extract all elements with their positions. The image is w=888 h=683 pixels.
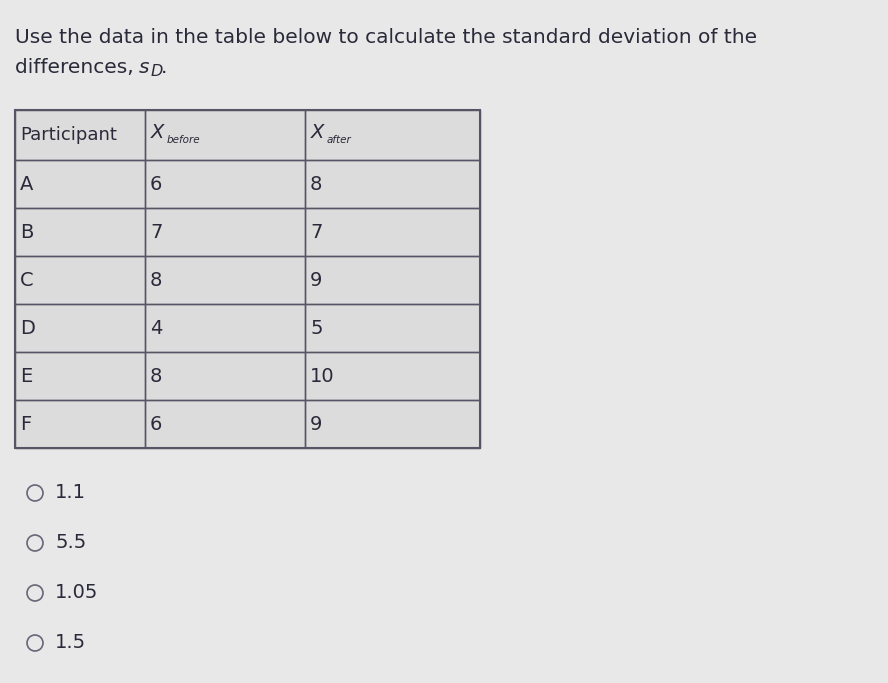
Text: 5: 5	[310, 318, 322, 337]
Text: 9: 9	[310, 270, 322, 290]
Text: after: after	[327, 135, 352, 145]
Bar	[305, 160, 480, 208]
Bar	[305, 110, 480, 160]
Text: 6: 6	[150, 174, 163, 193]
Text: 1.1: 1.1	[55, 484, 86, 503]
Text: 1.05: 1.05	[55, 583, 99, 602]
Text: $X$: $X$	[150, 122, 167, 141]
Bar	[145, 110, 305, 160]
Text: Use the data in the table below to calculate the standard deviation of the: Use the data in the table below to calcu…	[15, 28, 757, 47]
Bar	[145, 208, 305, 256]
Text: D: D	[20, 318, 35, 337]
Text: 5.5: 5.5	[55, 533, 86, 553]
Bar	[145, 160, 305, 208]
Bar	[305, 304, 480, 352]
Text: B: B	[20, 223, 34, 242]
Bar	[15, 256, 145, 304]
Text: Participant: Participant	[20, 126, 117, 144]
Text: F: F	[20, 415, 31, 434]
Text: 8: 8	[150, 367, 163, 385]
Bar	[15, 304, 145, 352]
Bar	[145, 352, 305, 400]
Text: E: E	[20, 367, 32, 385]
Text: C: C	[20, 270, 34, 290]
Text: $s$: $s$	[138, 58, 150, 77]
Text: 7: 7	[150, 223, 163, 242]
Text: 9: 9	[310, 415, 322, 434]
Bar	[15, 208, 145, 256]
Text: 7: 7	[310, 223, 322, 242]
Bar	[305, 208, 480, 256]
Text: .: .	[161, 58, 167, 77]
Text: 6: 6	[150, 415, 163, 434]
Bar	[305, 256, 480, 304]
Text: differences,: differences,	[15, 58, 140, 77]
Bar	[15, 110, 145, 160]
Bar	[305, 400, 480, 448]
Bar	[305, 352, 480, 400]
Text: 1.5: 1.5	[55, 634, 86, 652]
Bar	[145, 304, 305, 352]
Bar	[15, 352, 145, 400]
Bar	[145, 400, 305, 448]
Bar	[15, 110, 480, 448]
Text: 8: 8	[150, 270, 163, 290]
Text: $D$: $D$	[150, 63, 163, 79]
Text: 4: 4	[150, 318, 163, 337]
Text: $X$: $X$	[310, 122, 327, 141]
Text: 10: 10	[310, 367, 335, 385]
Text: before: before	[167, 135, 201, 145]
Bar	[15, 400, 145, 448]
Bar	[15, 160, 145, 208]
Text: A: A	[20, 174, 34, 193]
Text: 8: 8	[310, 174, 322, 193]
Bar	[145, 256, 305, 304]
